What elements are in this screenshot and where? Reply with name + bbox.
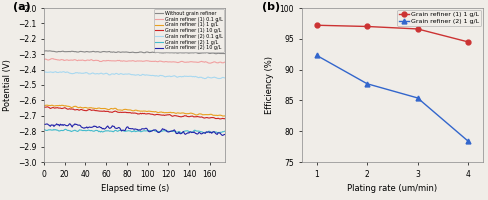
Grain refiner (1) 0.1 g/L xyxy=(215,62,221,64)
Grain refiner (2) 0.1 g/L xyxy=(89,72,95,74)
Line: Grain refiner (2) 10 g/L: Grain refiner (2) 10 g/L xyxy=(44,124,225,135)
Without grain refiner xyxy=(49,50,55,52)
Grain refiner (1) 0.1 g/L xyxy=(53,58,59,61)
Without grain refiner xyxy=(214,52,220,55)
Grain refiner (2) 1 g/L xyxy=(364,83,370,85)
Grain refiner (1) 1 g/L xyxy=(314,24,320,26)
Line: Grain refiner (1) 1 g/L: Grain refiner (1) 1 g/L xyxy=(44,105,225,116)
Without grain refiner xyxy=(53,51,59,53)
Grain refiner (2) 10 g/L xyxy=(52,124,58,126)
Grain refiner (1) 10 g/L xyxy=(90,109,96,111)
Grain refiner (1) 10 g/L xyxy=(53,107,59,109)
Grain refiner (2) 1 g/L xyxy=(75,130,81,133)
Grain refiner (2) 1 g/L xyxy=(180,132,185,134)
Grain refiner (2) 1 g/L xyxy=(415,97,421,99)
Grain refiner (1) 1 g/L xyxy=(214,114,220,117)
Without grain refiner xyxy=(223,53,228,55)
Line: Without grain refiner: Without grain refiner xyxy=(44,51,225,54)
Grain refiner (1) 0.1 g/L xyxy=(41,58,47,61)
X-axis label: Elapsed time (s): Elapsed time (s) xyxy=(101,184,169,193)
Line: Grain refiner (2) 1 g/L: Grain refiner (2) 1 g/L xyxy=(314,53,470,143)
Grain refiner (2) 0.1 g/L xyxy=(75,71,81,74)
Grain refiner (1) 10 g/L xyxy=(41,106,47,108)
Without grain refiner xyxy=(208,52,214,55)
Grain refiner (1) 10 g/L xyxy=(44,106,50,108)
Grain refiner (2) 10 g/L xyxy=(90,126,96,128)
Grain refiner (2) 0.1 g/L xyxy=(223,77,228,79)
Grain refiner (2) 0.1 g/L xyxy=(213,77,219,79)
Grain refiner (1) 1 g/L xyxy=(41,105,47,107)
Grain refiner (2) 1 g/L xyxy=(465,140,471,142)
Grain refiner (1) 1 g/L xyxy=(76,107,81,109)
Grain refiner (1) 0.1 g/L xyxy=(209,61,215,64)
Line: Grain refiner (1) 1 g/L: Grain refiner (1) 1 g/L xyxy=(314,23,470,44)
Grain refiner (1) 10 g/L xyxy=(223,118,228,120)
Without grain refiner xyxy=(41,50,47,52)
Grain refiner (1) 1 g/L xyxy=(53,105,59,107)
Grain refiner (2) 0.1 g/L xyxy=(52,71,58,73)
Grain refiner (1) 1 g/L xyxy=(364,25,370,28)
Grain refiner (2) 0.1 g/L xyxy=(41,70,47,73)
Grain refiner (2) 1 g/L xyxy=(223,130,228,132)
Grain refiner (2) 1 g/L xyxy=(89,130,95,132)
Line: Grain refiner (2) 1 g/L: Grain refiner (2) 1 g/L xyxy=(44,129,225,133)
Legend: Without grain refiner, Grain refiner (1) 0.1 g/L, Grain refiner (1) 1 g/L, Grain: Without grain refiner, Grain refiner (1)… xyxy=(154,9,224,52)
Grain refiner (1) 10 g/L xyxy=(217,118,223,120)
Grain refiner (2) 1 g/L xyxy=(52,129,58,131)
Grain refiner (1) 1 g/L xyxy=(223,115,228,117)
Grain refiner (1) 10 g/L xyxy=(214,117,220,120)
Grain refiner (1) 0.1 g/L xyxy=(48,58,54,60)
Grain refiner (2) 10 g/L xyxy=(66,123,72,125)
Grain refiner (2) 1 g/L xyxy=(214,131,220,134)
Grain refiner (1) 10 g/L xyxy=(208,116,214,119)
Grain refiner (1) 10 g/L xyxy=(76,109,81,111)
Grain refiner (2) 1 g/L xyxy=(208,131,214,134)
Grain refiner (1) 0.1 g/L xyxy=(76,59,81,61)
Grain refiner (2) 0.1 g/L xyxy=(216,77,222,80)
Grain refiner (1) 1 g/L xyxy=(49,104,55,106)
Grain refiner (1) 1 g/L xyxy=(44,104,50,106)
Y-axis label: Potential (V): Potential (V) xyxy=(3,59,12,111)
Without grain refiner xyxy=(90,50,96,53)
Text: (b): (b) xyxy=(262,2,280,12)
Grain refiner (2) 10 g/L xyxy=(48,124,54,126)
Grain refiner (1) 0.1 g/L xyxy=(223,61,228,63)
Grain refiner (2) 10 g/L xyxy=(214,133,220,136)
Grain refiner (1) 1 g/L xyxy=(221,115,226,117)
Grain refiner (1) 0.1 g/L xyxy=(50,57,56,60)
Y-axis label: Efficiency (%): Efficiency (%) xyxy=(265,56,274,114)
Grain refiner (1) 0.1 g/L xyxy=(90,59,96,62)
Grain refiner (2) 1 g/L xyxy=(41,128,47,130)
Grain refiner (2) 10 g/L xyxy=(223,133,228,136)
Grain refiner (1) 1 g/L xyxy=(208,113,214,115)
Text: (a): (a) xyxy=(13,2,31,12)
Grain refiner (2) 10 g/L xyxy=(208,131,214,133)
Line: Grain refiner (2) 0.1 g/L: Grain refiner (2) 0.1 g/L xyxy=(44,72,225,79)
Grain refiner (1) 1 g/L xyxy=(90,107,96,109)
Grain refiner (2) 10 g/L xyxy=(220,134,225,137)
Grain refiner (2) 1 g/L xyxy=(48,129,54,131)
Grain refiner (1) 1 g/L xyxy=(465,41,471,43)
Grain refiner (2) 10 g/L xyxy=(76,124,81,126)
Without grain refiner xyxy=(43,50,49,52)
Legend: Grain refiner (1) 1 g/L, Grain refiner (2) 1 g/L: Grain refiner (1) 1 g/L, Grain refiner (… xyxy=(398,10,481,26)
Grain refiner (2) 0.1 g/L xyxy=(207,76,213,79)
Grain refiner (2) 0.1 g/L xyxy=(48,71,54,73)
Grain refiner (2) 10 g/L xyxy=(41,123,47,126)
X-axis label: Plating rate (um/min): Plating rate (um/min) xyxy=(347,184,437,193)
Line: Grain refiner (1) 10 g/L: Grain refiner (1) 10 g/L xyxy=(44,107,225,119)
Without grain refiner xyxy=(76,51,81,53)
Grain refiner (2) 1 g/L xyxy=(314,54,320,57)
Grain refiner (1) 0.1 g/L xyxy=(206,62,212,64)
Grain refiner (1) 1 g/L xyxy=(415,28,421,30)
Line: Grain refiner (1) 0.1 g/L: Grain refiner (1) 0.1 g/L xyxy=(44,59,225,63)
Grain refiner (1) 10 g/L xyxy=(49,107,55,109)
